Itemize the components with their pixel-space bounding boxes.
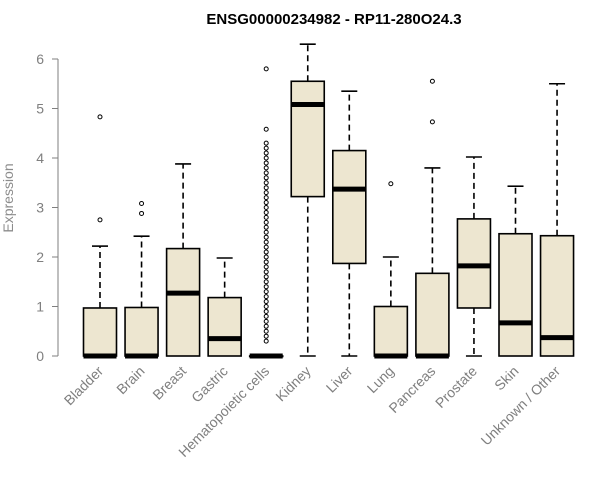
x-tick-label: Lung bbox=[364, 363, 397, 396]
iqr-box bbox=[165, 247, 201, 357]
iqr-box bbox=[82, 307, 118, 357]
outlier-point bbox=[263, 289, 269, 295]
outlier-point bbox=[263, 328, 269, 334]
outlier-point bbox=[388, 181, 394, 187]
outlier-point bbox=[263, 214, 269, 220]
box-group bbox=[498, 185, 533, 357]
box-group bbox=[415, 78, 450, 359]
x-tick-label: Breast bbox=[149, 363, 189, 403]
outlier-point bbox=[263, 338, 269, 344]
outlier-point bbox=[263, 209, 269, 215]
iqr-box bbox=[207, 296, 242, 357]
outlier-point bbox=[263, 254, 269, 260]
y-tick-label: 0 bbox=[36, 348, 44, 364]
box-group bbox=[331, 90, 367, 357]
iqr-box bbox=[415, 272, 450, 357]
y-axis-label: Expression bbox=[0, 163, 16, 232]
outlier-point bbox=[263, 259, 269, 265]
outlier-point bbox=[263, 185, 269, 191]
outlier-point bbox=[263, 244, 269, 250]
outlier-point bbox=[263, 140, 269, 146]
x-tick-label: Brain bbox=[113, 363, 147, 397]
outlier-point bbox=[263, 160, 269, 166]
outlier-point bbox=[263, 284, 269, 290]
box-group bbox=[165, 163, 201, 357]
outlier-point bbox=[263, 229, 269, 235]
iqr-box bbox=[124, 306, 159, 357]
x-tick-label: Kidney bbox=[272, 363, 314, 405]
box-group bbox=[248, 66, 284, 359]
box-group bbox=[539, 82, 575, 357]
x-tick-label: Liver bbox=[323, 363, 356, 396]
outlier-point bbox=[263, 224, 269, 230]
outlier-point bbox=[263, 175, 269, 181]
outlier-point bbox=[263, 190, 269, 196]
iqr-box bbox=[373, 305, 409, 357]
y-tick-label: 4 bbox=[36, 150, 44, 166]
outlier-point bbox=[263, 323, 269, 329]
outlier-point bbox=[263, 155, 269, 161]
iqr-box bbox=[290, 80, 326, 198]
x-tick-label: Skin bbox=[491, 363, 522, 394]
x-tick-label: Prostate bbox=[432, 363, 480, 411]
box-group bbox=[124, 201, 159, 359]
outlier-point bbox=[429, 119, 435, 125]
outlier-point bbox=[263, 299, 269, 305]
outlier-point bbox=[263, 308, 269, 314]
box-group bbox=[373, 181, 409, 359]
y-tick-label: 5 bbox=[36, 101, 44, 117]
chart-title: ENSG00000234982 - RP11-280O24.3 bbox=[206, 11, 461, 28]
outlier-point bbox=[263, 279, 269, 285]
outlier-point bbox=[263, 313, 269, 319]
outlier-point bbox=[263, 66, 269, 72]
box-group bbox=[82, 114, 118, 359]
iqr-box bbox=[498, 232, 533, 357]
outlier-point bbox=[263, 180, 269, 186]
outlier-point bbox=[263, 234, 269, 240]
x-tick-label: Bladder bbox=[61, 363, 107, 409]
x-tick-label: Unknown / Other bbox=[478, 363, 564, 449]
outlier-point bbox=[263, 239, 269, 245]
y-tick-label: 2 bbox=[36, 249, 44, 265]
box-group bbox=[207, 257, 242, 357]
outlier-point bbox=[263, 249, 269, 255]
y-tick-label: 1 bbox=[36, 299, 44, 315]
y-tick-label: 3 bbox=[36, 200, 44, 216]
outlier-point bbox=[263, 195, 269, 201]
outlier-point bbox=[263, 150, 269, 156]
outlier-point bbox=[97, 217, 103, 223]
outlier-point bbox=[263, 304, 269, 309]
iqr-box bbox=[331, 149, 367, 265]
outlier-point bbox=[263, 165, 269, 171]
outlier-point bbox=[263, 333, 269, 339]
outlier-point bbox=[263, 145, 269, 151]
outlier-point bbox=[263, 205, 269, 210]
box-group bbox=[456, 156, 492, 357]
outlier-point bbox=[97, 114, 103, 120]
box-group bbox=[290, 43, 326, 357]
outlier-point bbox=[263, 170, 269, 176]
outlier-point bbox=[263, 126, 269, 132]
outlier-point bbox=[263, 264, 269, 270]
boxes-layer bbox=[82, 43, 575, 359]
y-axis-ticks: 0 1 2 3 4 5 6 bbox=[36, 51, 58, 364]
y-tick-label: 6 bbox=[36, 51, 44, 67]
outlier-point bbox=[263, 269, 269, 275]
outlier-point bbox=[263, 318, 269, 324]
outlier-point bbox=[263, 274, 269, 280]
outlier-point bbox=[429, 78, 435, 84]
outlier-point bbox=[263, 294, 269, 300]
outlier-point bbox=[263, 219, 269, 225]
outlier-point bbox=[139, 201, 145, 207]
outlier-point bbox=[263, 200, 269, 206]
outlier-point bbox=[139, 210, 145, 216]
